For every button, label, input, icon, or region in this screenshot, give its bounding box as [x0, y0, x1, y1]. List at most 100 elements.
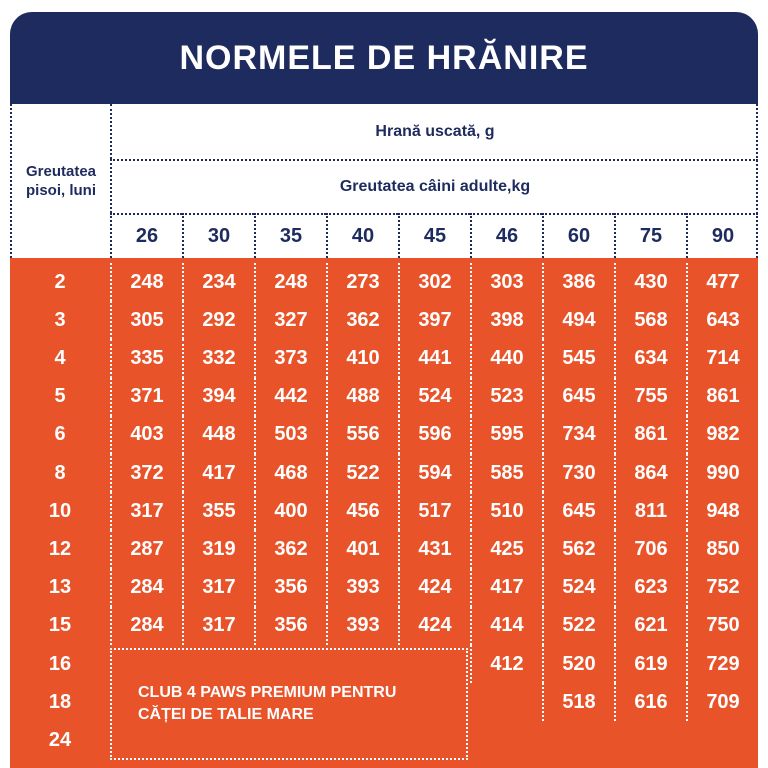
value-cell: 517: [398, 492, 470, 531]
value-cell: 524: [542, 568, 614, 607]
table-header: [10, 104, 758, 258]
value-cell: 864: [614, 454, 686, 493]
value-cell: 730: [542, 454, 614, 493]
value-cell: 645: [542, 377, 614, 416]
value-cell: 616: [614, 683, 686, 722]
age-cell: 6: [54, 423, 66, 446]
value-cell: 386: [542, 263, 614, 302]
age-cell: 10: [48, 499, 72, 522]
value-cell: 850: [686, 530, 758, 569]
age-cell: 12: [48, 537, 72, 560]
value-cell: 319: [182, 530, 254, 569]
value-cell: 371: [110, 377, 182, 416]
value-cell: 248: [254, 263, 326, 302]
value-cell: 562: [542, 530, 614, 569]
value-cell: 623: [614, 568, 686, 607]
age-cell: 13: [48, 576, 72, 599]
value-cell: 417: [182, 454, 254, 493]
value-cell: 398: [470, 301, 542, 340]
age-cell: 24: [48, 728, 72, 751]
value-cell: 430: [614, 263, 686, 302]
value-cell: 948: [686, 492, 758, 531]
value-cell: 417: [470, 568, 542, 607]
value-cell: 362: [254, 530, 326, 569]
age-cell: 4: [54, 346, 66, 369]
value-cell: 401: [326, 530, 398, 569]
value-cell: 425: [470, 530, 542, 569]
weight-cell: 46: [470, 213, 542, 258]
age-cell: 3: [54, 308, 66, 331]
weight-cell: 90: [686, 213, 758, 258]
value-cell: 709: [686, 683, 758, 722]
value-cell: 356: [254, 568, 326, 607]
weight-cell: 75: [614, 213, 686, 258]
value-cell: 393: [326, 568, 398, 607]
age-header: Greutatea pisoi, luni: [25, 163, 97, 199]
age-cell: 18: [48, 690, 72, 713]
weight-cell: 35: [254, 213, 326, 258]
value-cell: 643: [686, 301, 758, 340]
note-line: CĂȚEI DE TALIE MARE: [138, 706, 314, 723]
value-cell: 568: [614, 301, 686, 340]
value-cell: 522: [542, 606, 614, 645]
value-cell: 393: [326, 606, 398, 645]
value-cell: 520: [542, 645, 614, 684]
value-cell: 292: [182, 301, 254, 340]
value-cell: 729: [686, 645, 758, 684]
value-cell: 397: [398, 301, 470, 340]
value-cell: 861: [614, 415, 686, 454]
value-cell: 400: [254, 492, 326, 531]
value-cell: 596: [398, 415, 470, 454]
value-cell: 414: [470, 606, 542, 645]
value-cell: 468: [254, 454, 326, 493]
value-cell: 442: [254, 377, 326, 416]
value-cell: 477: [686, 263, 758, 302]
value-cell: 714: [686, 339, 758, 378]
value-cell: 556: [326, 415, 398, 454]
value-cell: 362: [326, 301, 398, 340]
value-cell: 634: [614, 339, 686, 378]
weight-header: Greutatea câini adulte,kg: [110, 159, 758, 213]
value-cell: 327: [254, 301, 326, 340]
value-cell: 503: [254, 415, 326, 454]
value-cell: 303: [470, 263, 542, 302]
value-cell: 317: [110, 492, 182, 531]
value-cell: 750: [686, 606, 758, 645]
value-cell: 645: [542, 492, 614, 531]
value-cell: 706: [614, 530, 686, 569]
value-cell: 982: [686, 415, 758, 454]
value-cell: 403: [110, 415, 182, 454]
value-cell: 494: [542, 301, 614, 340]
note-line: CLUB 4 PAWS PREMIUM PENTRU: [138, 684, 397, 701]
value-cell: 456: [326, 492, 398, 531]
age-cell: 16: [48, 652, 72, 675]
value-cell: 811: [614, 492, 686, 531]
value-cell: 619: [614, 645, 686, 684]
value-cell: 545: [542, 339, 614, 378]
value-cell: 518: [542, 683, 614, 722]
value-cell: 317: [182, 568, 254, 607]
value-cell: 755: [614, 377, 686, 416]
food-header: Hrană uscată, g: [110, 104, 758, 159]
value-cell: 440: [470, 339, 542, 378]
value-cell: 431: [398, 530, 470, 569]
value-cell: 335: [110, 339, 182, 378]
value-cell: 488: [326, 377, 398, 416]
value-cell: 594: [398, 454, 470, 493]
value-cell: 510: [470, 492, 542, 531]
value-cell: 448: [182, 415, 254, 454]
value-cell: 273: [326, 263, 398, 302]
title: NORMELE DE HRĂNIRE: [10, 12, 758, 104]
value-cell: 734: [542, 415, 614, 454]
value-cell: 284: [110, 568, 182, 607]
value-cell: 412: [470, 645, 542, 684]
age-cell: 15: [48, 614, 72, 637]
value-cell: 752: [686, 568, 758, 607]
value-cell: 861: [686, 377, 758, 416]
value-cell: 523: [470, 377, 542, 416]
weight-cell: 60: [542, 213, 614, 258]
value-cell: 248: [110, 263, 182, 302]
value-cell: 522: [326, 454, 398, 493]
weight-cell: 30: [182, 213, 254, 258]
